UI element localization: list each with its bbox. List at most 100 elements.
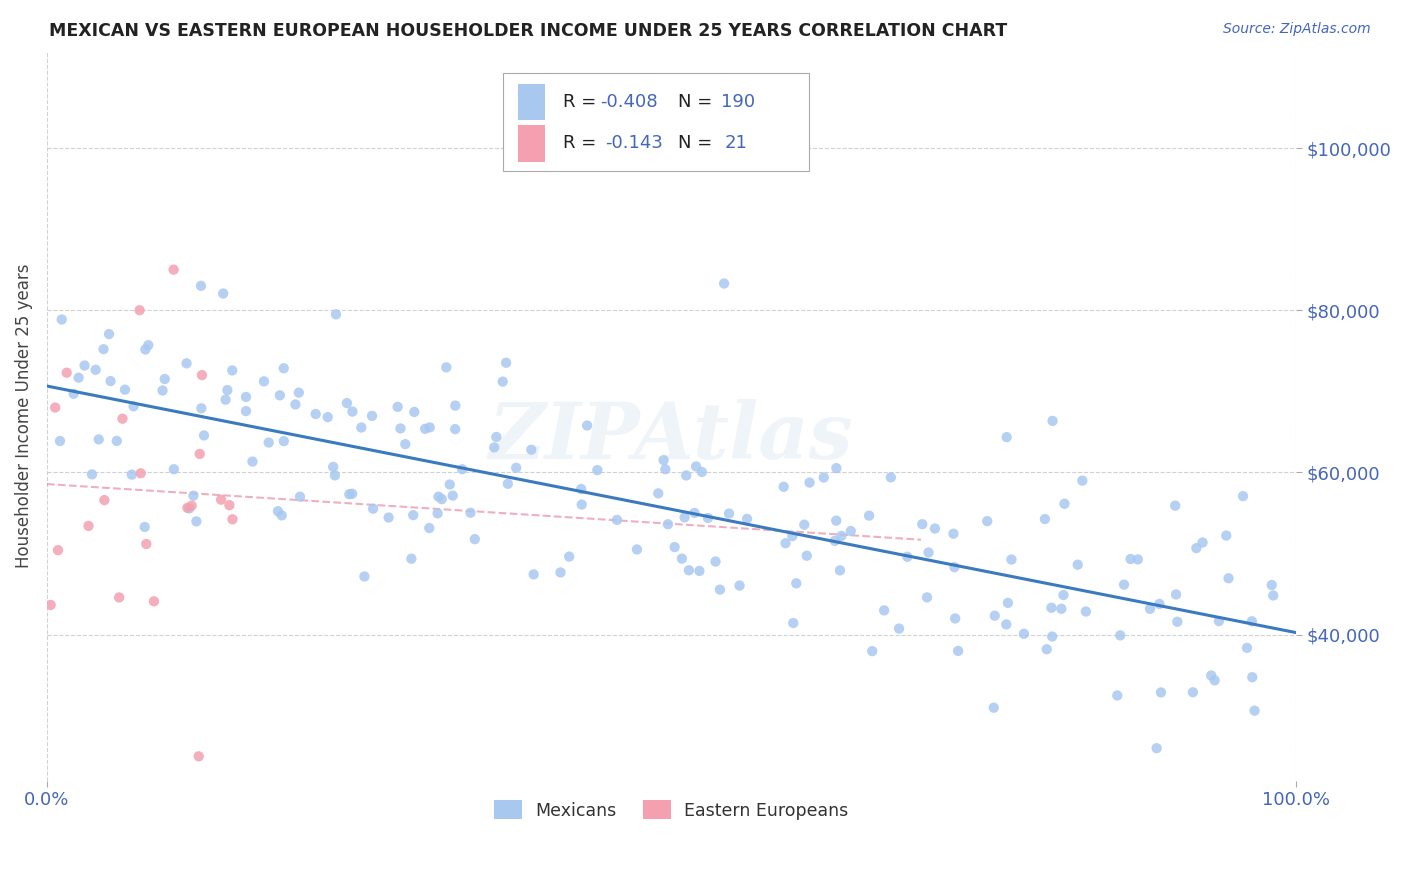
Point <box>100 374 122 388</box>
Point <box>946 644 969 658</box>
Point <box>911 517 934 532</box>
Point <box>1119 552 1142 566</box>
Point <box>404 405 426 419</box>
Point <box>221 363 243 377</box>
Point <box>111 411 134 425</box>
Point <box>323 468 346 483</box>
Point <box>1166 615 1188 629</box>
Point <box>176 500 198 515</box>
Point <box>713 277 735 291</box>
Point <box>1191 535 1213 549</box>
Point <box>495 356 517 370</box>
Point <box>322 459 344 474</box>
Point <box>176 356 198 370</box>
Point <box>67 370 90 384</box>
Point <box>1185 541 1208 555</box>
Point <box>917 545 939 559</box>
Point <box>492 375 515 389</box>
Point <box>337 487 360 501</box>
Point <box>685 459 707 474</box>
Point <box>647 486 669 500</box>
Point <box>129 467 152 481</box>
Point <box>657 517 679 532</box>
Point <box>1033 512 1056 526</box>
Point <box>1012 626 1035 640</box>
Point <box>1181 685 1204 699</box>
Point <box>387 400 409 414</box>
Point <box>214 392 236 407</box>
Point <box>451 462 474 476</box>
Point <box>235 404 257 418</box>
Point <box>193 428 215 442</box>
Point <box>571 498 593 512</box>
Point <box>98 327 121 342</box>
Point <box>520 442 543 457</box>
Point <box>77 519 100 533</box>
Point <box>1164 499 1187 513</box>
Point <box>73 359 96 373</box>
Point <box>704 554 727 568</box>
Point <box>257 435 280 450</box>
Point <box>128 303 150 318</box>
Point <box>135 537 157 551</box>
Point <box>402 508 425 522</box>
Point <box>336 396 359 410</box>
Point <box>664 540 686 554</box>
Point <box>709 582 731 597</box>
Point <box>782 615 804 630</box>
Point <box>242 454 264 468</box>
Point <box>152 384 174 398</box>
Point <box>389 421 412 435</box>
Point <box>153 372 176 386</box>
Point <box>772 480 794 494</box>
Bar <box>517 84 546 120</box>
Point <box>1150 685 1173 699</box>
Point <box>997 596 1019 610</box>
Point <box>523 567 546 582</box>
Point <box>697 511 720 525</box>
Point <box>654 462 676 476</box>
Text: N =: N = <box>678 135 723 153</box>
Point <box>873 603 896 617</box>
Point <box>1164 587 1187 601</box>
Text: -0.408: -0.408 <box>600 93 658 111</box>
Legend: Mexicans, Eastern Europeans: Mexicans, Eastern Europeans <box>486 794 856 827</box>
Point <box>976 514 998 528</box>
Point <box>221 512 243 526</box>
Point <box>190 278 212 293</box>
Point <box>361 409 384 423</box>
Point <box>430 492 453 507</box>
Point <box>284 397 307 411</box>
Point <box>134 520 156 534</box>
Y-axis label: Householder Income Under 25 years: Householder Income Under 25 years <box>15 263 32 568</box>
Point <box>839 524 862 538</box>
Point <box>569 482 592 496</box>
Point <box>1243 704 1265 718</box>
Point <box>558 549 581 564</box>
Point <box>671 551 693 566</box>
Point <box>401 551 423 566</box>
Point <box>121 467 143 482</box>
Point <box>984 608 1007 623</box>
Text: -0.143: -0.143 <box>605 135 664 153</box>
Point <box>652 453 675 467</box>
Point <box>439 477 461 491</box>
Point <box>915 591 938 605</box>
Point <box>1052 588 1074 602</box>
Point <box>80 467 103 482</box>
Point <box>678 563 700 577</box>
Point <box>1112 577 1135 591</box>
Point <box>1204 673 1226 688</box>
Point <box>1040 630 1063 644</box>
Point <box>108 591 131 605</box>
Point <box>896 549 918 564</box>
Point <box>217 383 239 397</box>
Point <box>482 441 505 455</box>
Point <box>191 368 214 383</box>
Point <box>1071 474 1094 488</box>
Point <box>1260 578 1282 592</box>
Point <box>485 430 508 444</box>
Point <box>1109 628 1132 642</box>
Text: 21: 21 <box>725 135 748 153</box>
Text: R =: R = <box>562 93 602 111</box>
